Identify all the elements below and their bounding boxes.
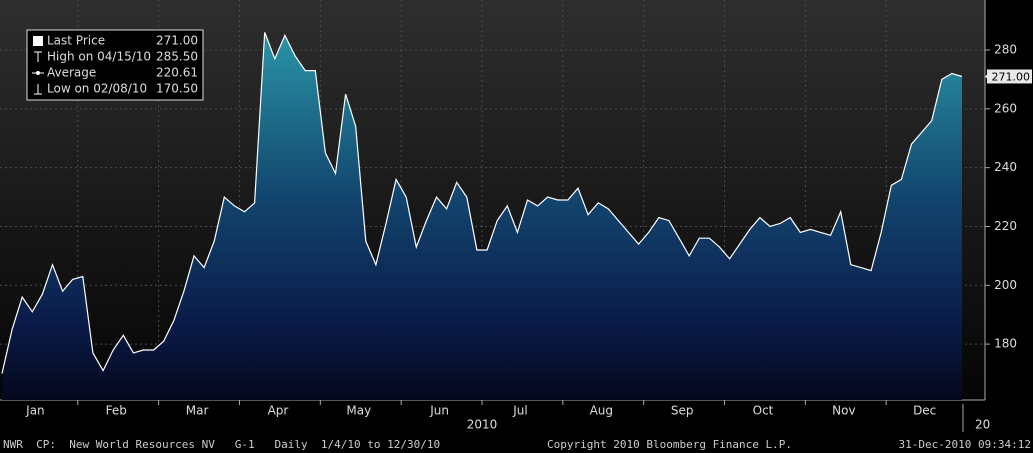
chart: 2010 20 180 200 220 240 260 280 Jan Feb Mar Apr Ma… [0, 0, 1032, 436]
x-tick-label: Sep [671, 404, 694, 418]
legend-value: 170.50 [156, 82, 198, 96]
footer-left: NWR CP: New World Resources NV G-1 Daily… [3, 438, 441, 451]
footer-right: 31-Dec-2010 09:34:12 [898, 438, 1031, 451]
x-tick-label: Jan [25, 404, 45, 418]
y-tick-label: 260 [994, 101, 1017, 115]
x-tick-label: Oct [753, 404, 774, 418]
last-price-box [987, 69, 1032, 84]
legend-label: Average [47, 66, 96, 80]
x-tick-label: Apr [268, 404, 289, 418]
legend-value: 271.00 [156, 34, 198, 48]
legend-label: Last Price [47, 34, 105, 48]
y-tick-label: 240 [994, 160, 1017, 174]
last-price-label: 271.00 [992, 70, 1031, 83]
legend-box [26, 29, 204, 101]
x-tick-label: Feb [106, 404, 127, 418]
legend-icon [33, 36, 43, 46]
legend-icon [34, 51, 42, 62]
y-tick-label: 200 [994, 278, 1017, 292]
legend-icon [36, 71, 40, 75]
legend-label: High on 04/15/10 [47, 50, 151, 64]
x-tick-label: Nov [832, 404, 855, 418]
legend-value: 220.61 [156, 66, 198, 80]
footer-center: Copyright 2010 Bloomberg Finance L.P. [547, 438, 793, 451]
x-year-label: 2010 [467, 418, 498, 432]
axis-background [0, 400, 985, 436]
y-tick-label: 180 [994, 337, 1017, 351]
x-tick-label: Jul [512, 404, 527, 418]
legend-value: 285.50 [156, 50, 198, 64]
last-price-pointer [985, 72, 989, 81]
x-tick-label: Dec [913, 404, 936, 418]
y-tick-label: 280 [994, 43, 1017, 57]
legend-label: Low on 02/08/10 [47, 82, 147, 96]
x-tick-label: Jun [429, 404, 449, 418]
x-tick-label: Aug [590, 404, 613, 418]
area [2, 32, 962, 401]
x-tick-label: May [346, 404, 371, 418]
x-tick-label: Mar [186, 404, 209, 418]
line [1, 32, 963, 374]
legend-icon [34, 84, 42, 95]
y-tick-label: 220 [994, 219, 1017, 233]
x-year-label: 20 [975, 418, 990, 432]
